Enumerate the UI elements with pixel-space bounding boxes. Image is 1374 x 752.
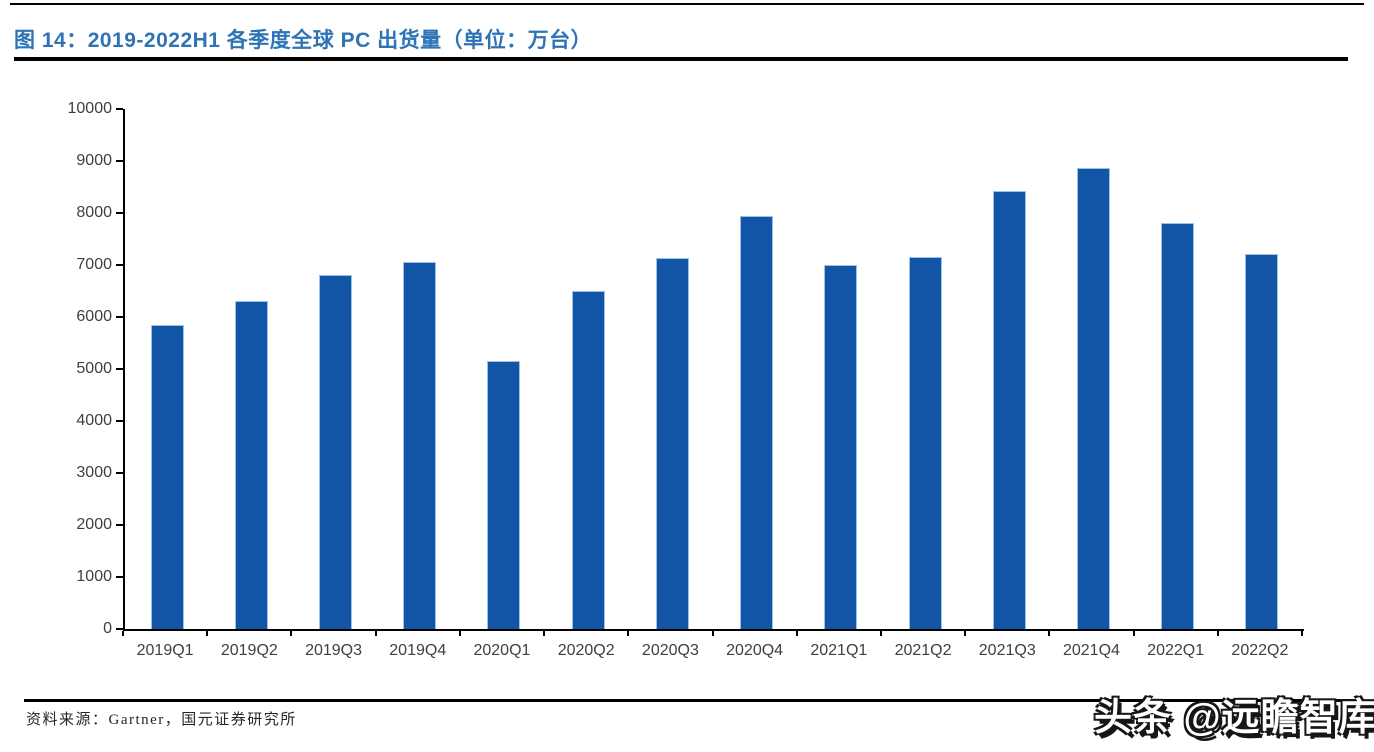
y-axis-tick-label: 6000 — [76, 308, 112, 325]
x-axis-tick-label: 2021Q3 — [978, 642, 1036, 659]
x-axis-tick-label: 2021Q2 — [894, 642, 952, 659]
bar-2022Q1 — [1161, 223, 1195, 629]
top-divider — [10, 3, 1364, 5]
x-axis-tick — [627, 631, 630, 636]
y-axis-tick-label: 8000 — [76, 204, 112, 221]
bar-2021Q2 — [908, 257, 942, 629]
x-axis-tick — [458, 631, 461, 636]
x-axis-tick-label: 2019Q4 — [389, 642, 447, 659]
x-axis-tick-label: 2020Q2 — [557, 642, 615, 659]
x-axis-tick — [795, 631, 798, 636]
y-axis-tick — [116, 108, 123, 110]
bar-2019Q2 — [234, 301, 268, 629]
bar-2022Q2 — [1245, 254, 1279, 629]
y-axis-tick — [116, 576, 123, 578]
bar-2019Q4 — [403, 262, 437, 629]
x-axis-tick-label: 2022Q1 — [1147, 642, 1205, 659]
bar-2020Q1 — [487, 361, 521, 629]
y-axis-tick — [116, 316, 123, 318]
x-axis-tick — [543, 631, 546, 636]
footer-divider — [24, 699, 1360, 702]
y-axis-tick-label: 2000 — [76, 516, 112, 533]
x-axis-tick — [206, 631, 209, 636]
y-axis-tick — [116, 264, 123, 266]
y-axis-tick — [116, 472, 123, 474]
y-axis-tick — [116, 160, 123, 162]
y-axis-tick-label: 3000 — [76, 464, 112, 481]
y-axis-tick-label: 1000 — [76, 568, 112, 585]
bar-2020Q2 — [571, 291, 605, 629]
y-axis-tick — [116, 368, 123, 370]
y-axis-tick — [116, 212, 123, 214]
x-axis-tick — [290, 631, 293, 636]
x-axis-tick-label: 2019Q3 — [305, 642, 362, 659]
x-axis-tick — [1216, 631, 1219, 636]
x-axis-tick-label: 2022Q2 — [1231, 642, 1289, 659]
x-axis-tick — [879, 631, 882, 636]
y-axis-tick-label: 10000 — [67, 100, 113, 117]
x-axis-tick-label: 2019Q2 — [220, 642, 278, 659]
title-divider — [14, 57, 1348, 61]
bar-2021Q3 — [992, 191, 1026, 629]
bar-2020Q3 — [655, 258, 689, 629]
watermark: 头条 @远瞻智库 — [1094, 697, 1374, 739]
y-axis-tick — [116, 420, 123, 422]
y-axis-tick — [116, 628, 123, 630]
x-axis-tick — [964, 631, 967, 636]
x-axis-tick-label: 2021Q1 — [810, 642, 868, 659]
x-axis-tick — [1048, 631, 1051, 636]
y-axis-tick-label: 4000 — [76, 412, 112, 429]
bar-2019Q3 — [319, 275, 353, 629]
y-axis-tick — [116, 524, 123, 526]
y-axis-tick-label: 5000 — [76, 360, 112, 377]
y-axis-tick-label: 7000 — [76, 256, 112, 273]
x-axis-tick-label: 2021Q4 — [1062, 642, 1120, 659]
x-axis-tick-label: 2020Q4 — [726, 642, 784, 659]
plot-area — [123, 109, 1304, 631]
bar-2021Q4 — [1076, 168, 1110, 629]
x-axis-tick — [1301, 631, 1303, 636]
x-axis-tick-label: 2019Q1 — [136, 642, 194, 659]
x-axis-tick — [374, 631, 377, 636]
bar-2020Q4 — [740, 216, 774, 629]
x-axis-tick — [711, 631, 714, 636]
x-axis-tick-label: 2020Q1 — [473, 642, 531, 659]
bar-2021Q1 — [824, 265, 858, 629]
y-axis-tick-label: 0 — [103, 620, 112, 637]
x-axis-tick — [1132, 631, 1135, 636]
y-axis-tick-label: 9000 — [76, 152, 112, 169]
bar-chart: 0 1000 2000 3000 4000 5000 6000 7000 8000 9000 100… — [67, 100, 1304, 659]
source-note: 资料来源：Gartner，国元证券研究所 — [26, 712, 297, 728]
bar-2019Q1 — [150, 325, 184, 629]
x-axis-tick-label: 2020Q3 — [641, 642, 699, 659]
x-axis-tick — [122, 631, 124, 636]
page-title: 图 14：2019-2022H1 各季度全球 PC 出货量（单位：万台） — [14, 29, 593, 52]
